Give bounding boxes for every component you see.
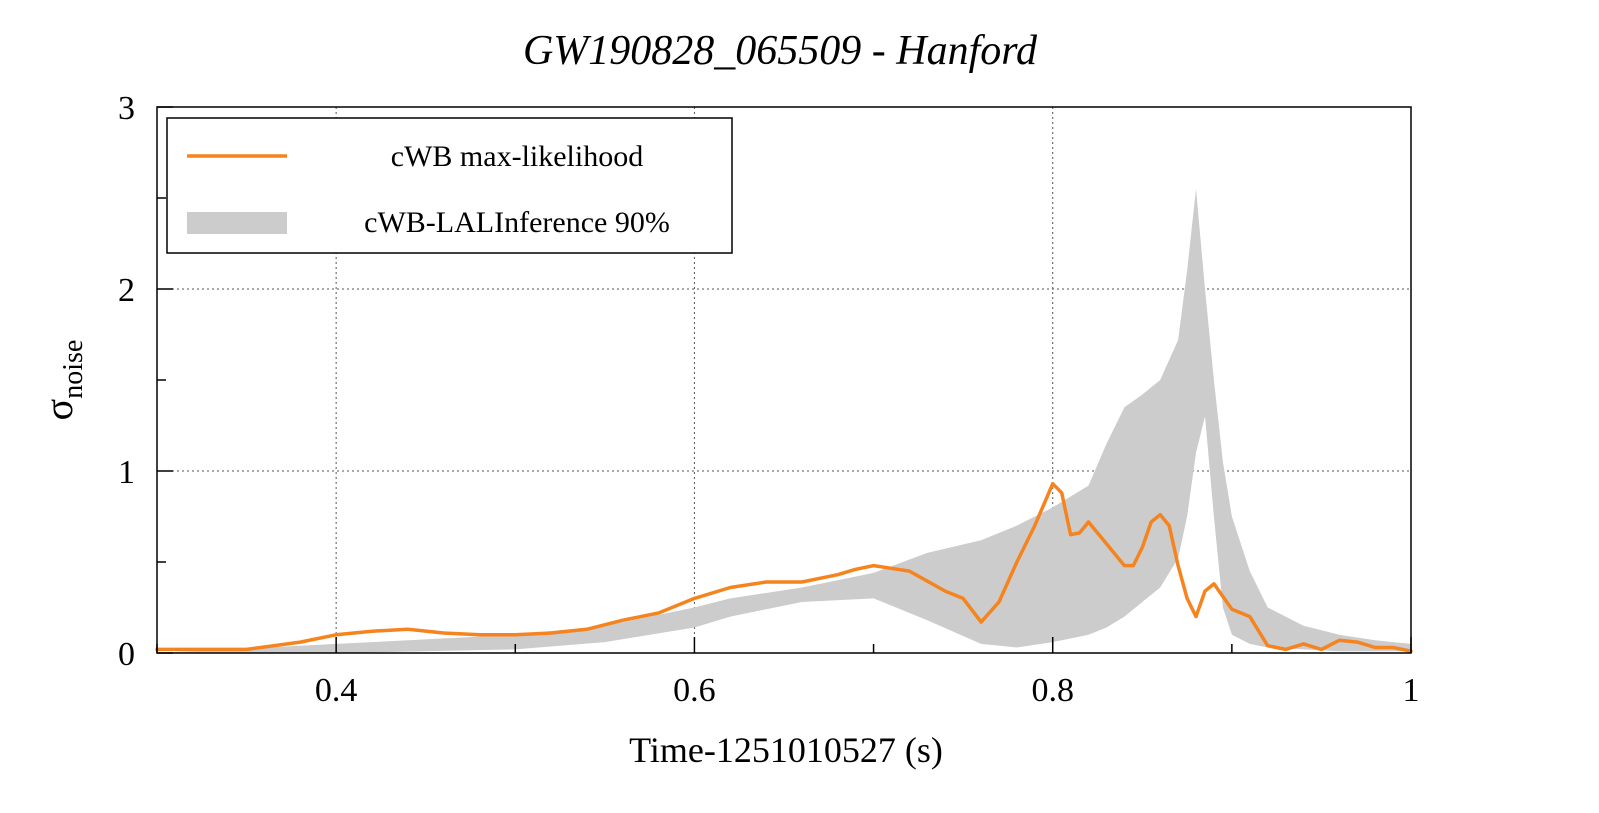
chart-title: GW190828_065509 - Hanford <box>523 28 1038 74</box>
y-tick-label: 3 <box>118 90 135 127</box>
legend: cWB max-likelihood cWB-LALInference 90% <box>166 117 733 254</box>
y-axis-label: σnoise <box>36 340 89 421</box>
max-likelihood-line <box>155 481 1413 653</box>
confidence-band-layer <box>157 188 1411 653</box>
x-tick-label: 0.4 <box>315 672 358 709</box>
legend-label: cWB max-likelihood <box>391 140 643 173</box>
x-tick-label: 1 <box>1403 672 1420 709</box>
confidence-band <box>157 188 1411 653</box>
y-tick-label: 2 <box>118 272 135 309</box>
x-axis-label: Time-1251010527 (s) <box>629 730 943 770</box>
y-tick-label: 1 <box>118 454 135 491</box>
axis-ticks: 0.4 0.6 0.8 1 0 1 2 3 <box>118 90 1420 709</box>
x-tick-label: 0.8 <box>1031 672 1074 709</box>
y-axis-label-base: σ <box>36 399 81 421</box>
svg-text:σnoise: σnoise <box>36 340 89 421</box>
y-axis-label-subscript: noise <box>58 340 89 399</box>
legend-band-swatch <box>187 212 287 234</box>
x-tick-label: 0.6 <box>673 672 716 709</box>
legend-label: cWB-LALInference 90% <box>364 206 670 239</box>
max-likelihood-line-layer <box>155 481 1413 653</box>
y-tick-label: 0 <box>118 636 135 673</box>
